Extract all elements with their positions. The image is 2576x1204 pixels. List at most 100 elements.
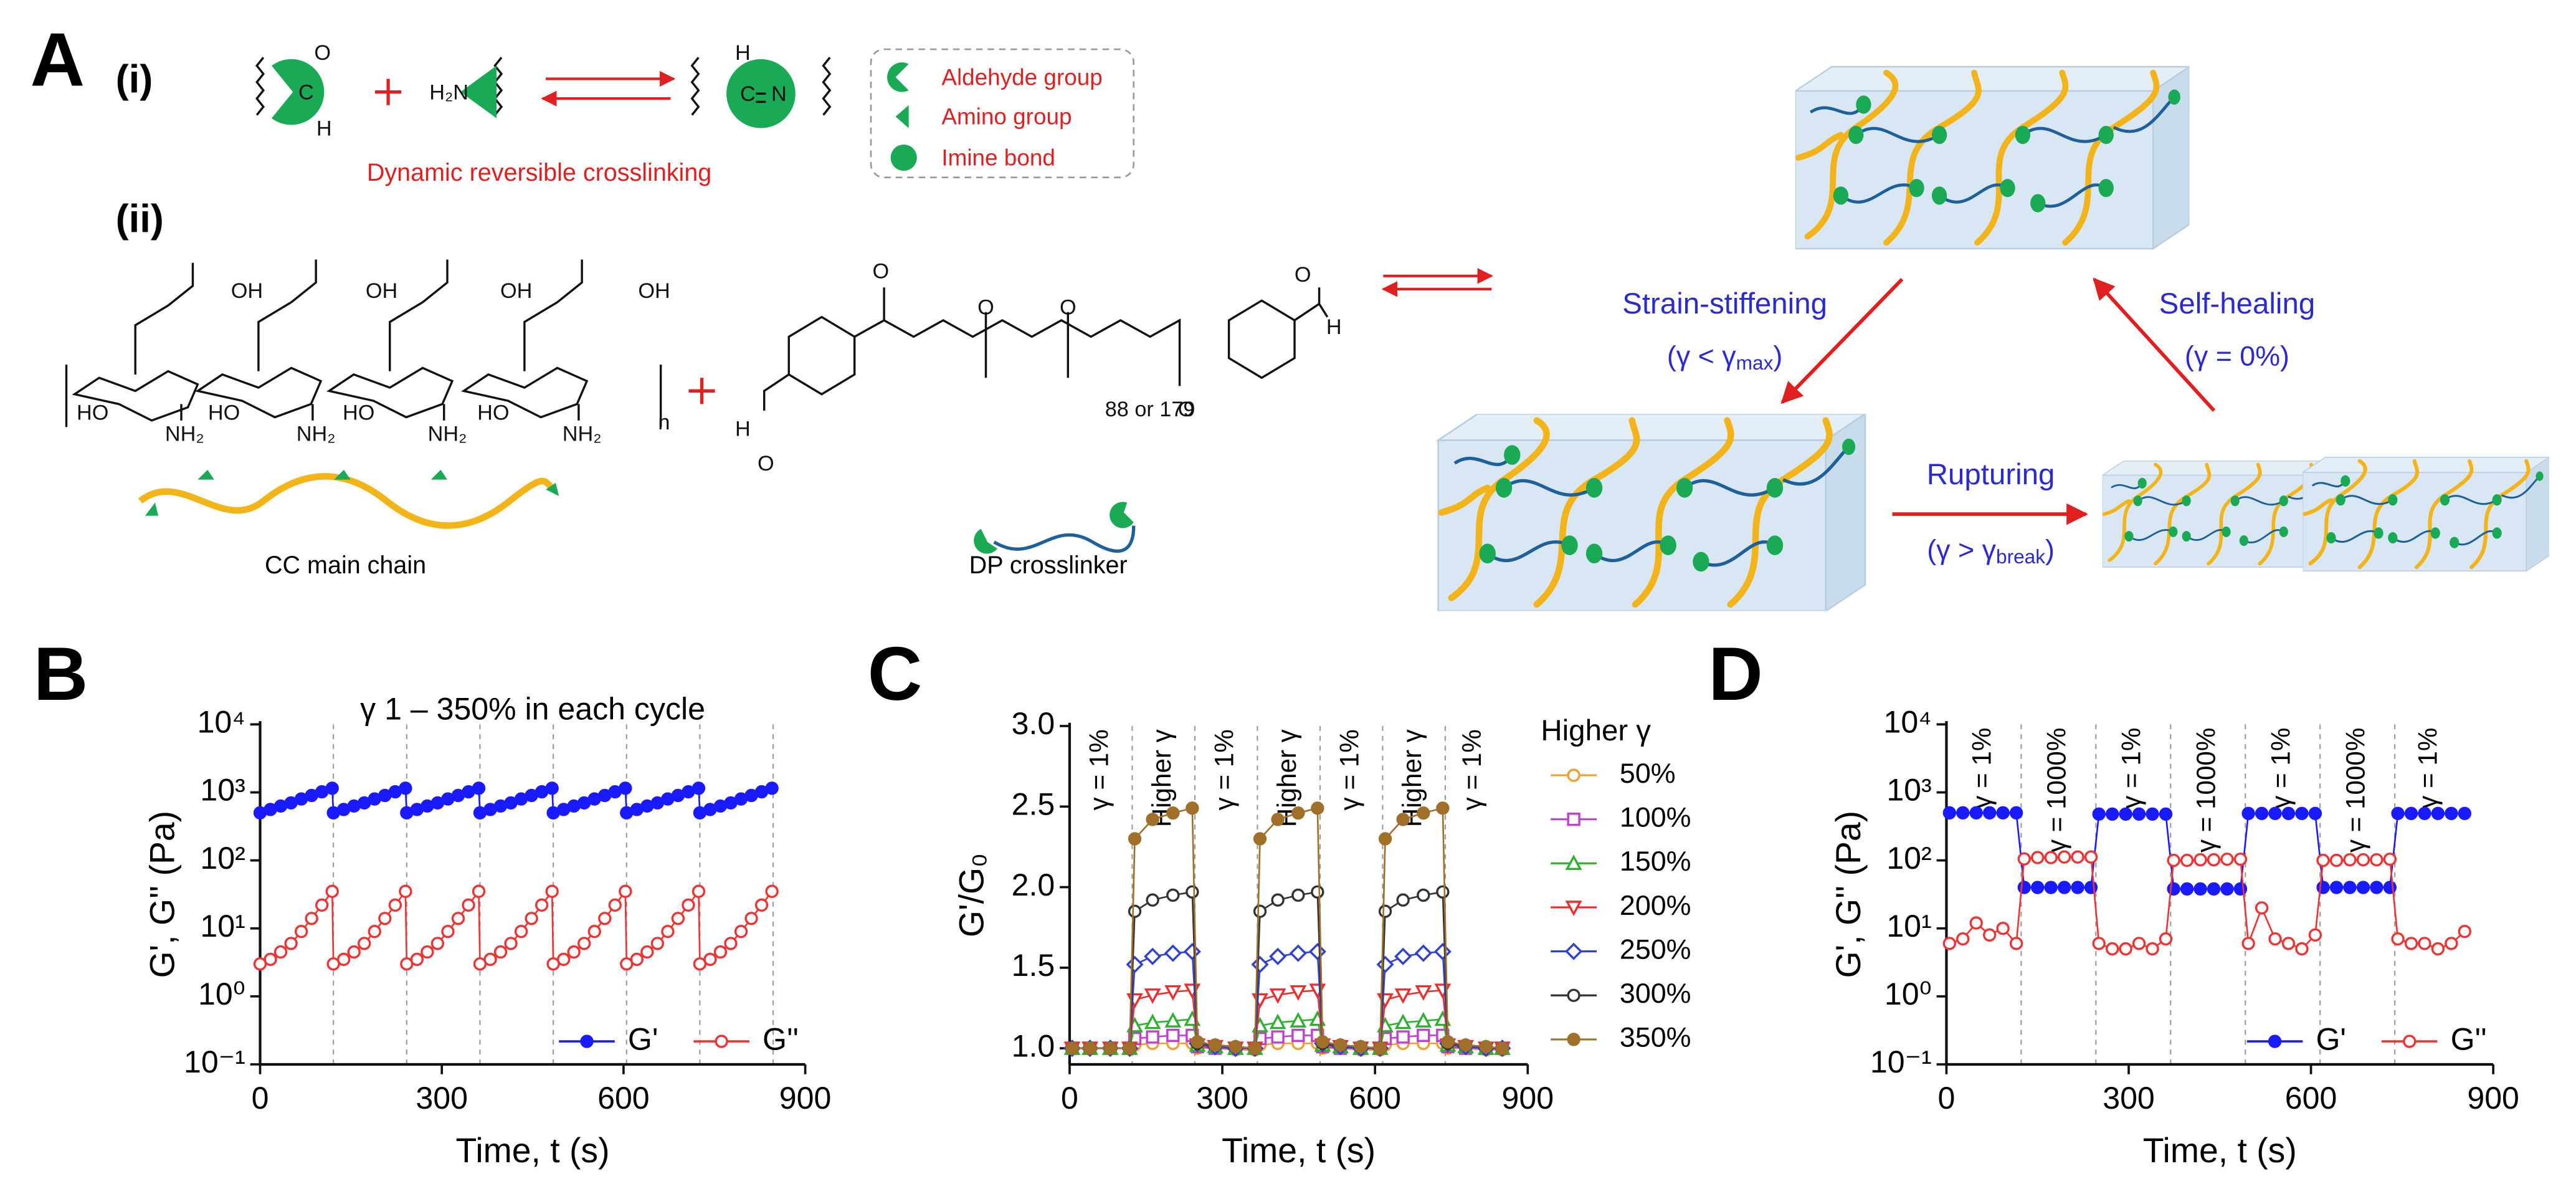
marker: [1417, 888, 1430, 902]
marker: [1146, 813, 1159, 826]
y-tick-label: 10⁰: [1884, 977, 1932, 1011]
marker: [715, 1034, 728, 1048]
dp-icon: [993, 525, 1136, 553]
marker: [619, 781, 632, 795]
marker: [399, 884, 412, 899]
marker: [2391, 932, 2405, 946]
marker: [1164, 944, 1182, 962]
marker: [1290, 985, 1307, 1001]
marker: [2009, 806, 2023, 820]
chem-label: OH: [500, 279, 532, 303]
marker: [1311, 885, 1324, 899]
x-axis-label: Time, t (s): [2143, 1131, 2297, 1170]
marker: [1289, 944, 1307, 962]
marker: [1567, 813, 1580, 826]
marker: [2329, 881, 2344, 894]
annotation: (γ > γbreak): [1927, 534, 2055, 568]
marker: [1436, 885, 1450, 899]
dp-icon-ends: [974, 502, 1134, 554]
marker: [1333, 1038, 1347, 1052]
marker: [2308, 928, 2322, 942]
dp-structure: [763, 287, 1329, 411]
marker: [493, 945, 508, 959]
chem-label: HO: [343, 401, 374, 424]
marker: [2057, 881, 2071, 894]
marker: [2281, 806, 2296, 820]
marker: [545, 781, 559, 795]
y-axis-label: G', G'' (Pa): [143, 811, 181, 978]
segment-label: γ = 1000%: [2042, 728, 2071, 853]
marker: [1083, 1041, 1097, 1055]
marker: [1373, 1041, 1387, 1055]
marker: [2207, 853, 2221, 867]
marker: [2146, 942, 2159, 956]
marker: [1186, 885, 1199, 899]
marker: [451, 912, 465, 925]
y-tick-label: 10⁻¹: [184, 1044, 245, 1079]
marker: [2017, 881, 2031, 894]
legend-text: Amino group: [941, 104, 1072, 130]
marker: [1291, 806, 1305, 820]
marker: [264, 952, 277, 967]
marker: [640, 945, 654, 959]
marker: [1128, 832, 1142, 846]
marker: [1433, 942, 1452, 960]
x-axis-label: Time, t (s): [1222, 1131, 1376, 1170]
legend-box: Aldehyde group Amino group Imine bond: [870, 48, 1135, 178]
marker: [1229, 1039, 1242, 1054]
y-tick-label: 10⁴: [197, 705, 245, 740]
marker: [514, 925, 528, 939]
marker: [368, 925, 381, 939]
y-axis-label: G'/G₀: [953, 853, 991, 937]
marker: [1415, 985, 1432, 1001]
marker: [399, 781, 412, 795]
chem-label: O: [977, 296, 994, 320]
marker: [2404, 937, 2418, 950]
legend-label: 300%: [1620, 978, 1691, 1009]
marker: [608, 898, 622, 912]
marker: [1271, 813, 1285, 826]
marker: [2159, 807, 2173, 821]
annotation: (γ < γmax): [1667, 340, 1782, 374]
y-tick-label: 3.0: [1012, 706, 1055, 741]
chart: C 1.0 1.5 2.0 2.5 3.0 0 300 600 900 Time, t (s) G'/…: [868, 631, 1691, 1170]
network: [2103, 461, 2332, 567]
arrow: [1780, 278, 1904, 404]
network: [2303, 457, 2549, 571]
marker: [1479, 1039, 1493, 1054]
marker: [545, 884, 559, 899]
x-tick-label: 300: [1196, 1081, 1248, 1116]
marker: [2403, 1034, 2417, 1048]
chem-label: OH: [366, 279, 397, 303]
x-tick-label: 300: [2103, 1081, 2155, 1116]
chem-label: O: [1178, 398, 1195, 421]
marker: [1290, 1012, 1307, 1028]
marker: [2031, 881, 2045, 894]
legend-title: Higher γ: [1541, 714, 1651, 747]
chem-label: H: [316, 117, 332, 140]
annotation: Strain-stiffening: [1622, 287, 1827, 320]
marker: [1354, 1039, 1367, 1054]
panel-a: A (i) (ii) Dynamic reversible crosslinki…: [31, 17, 2549, 611]
x-tick-label: 600: [2285, 1081, 2337, 1116]
x-tick-label: 0: [252, 1081, 269, 1116]
marker: [1996, 806, 2010, 820]
marker: [1103, 1041, 1117, 1055]
marker: [724, 937, 738, 950]
chem-label: 88 or 179: [1105, 398, 1195, 421]
marker: [2418, 806, 2431, 820]
label-ii: (ii): [116, 198, 164, 241]
x-tick-label: 0: [1061, 1081, 1078, 1116]
marker: [2105, 807, 2119, 821]
chart: B 10⁻¹ 10⁰ 10¹ 10² 10³ 10⁴ 0 300 600 900 γ 1 – 350%…: [34, 631, 832, 1170]
marker: [1441, 1035, 1455, 1049]
marker: [1208, 1038, 1222, 1052]
annotation: Self-healing: [2159, 287, 2316, 320]
marker: [1271, 1030, 1285, 1044]
chem-label: C: [298, 80, 314, 104]
marker: [671, 912, 685, 925]
marker: [1166, 1028, 1180, 1043]
marker: [556, 952, 571, 967]
segment-label: γ = 1%: [1334, 729, 1364, 810]
legend-label: 100%: [1620, 802, 1691, 833]
